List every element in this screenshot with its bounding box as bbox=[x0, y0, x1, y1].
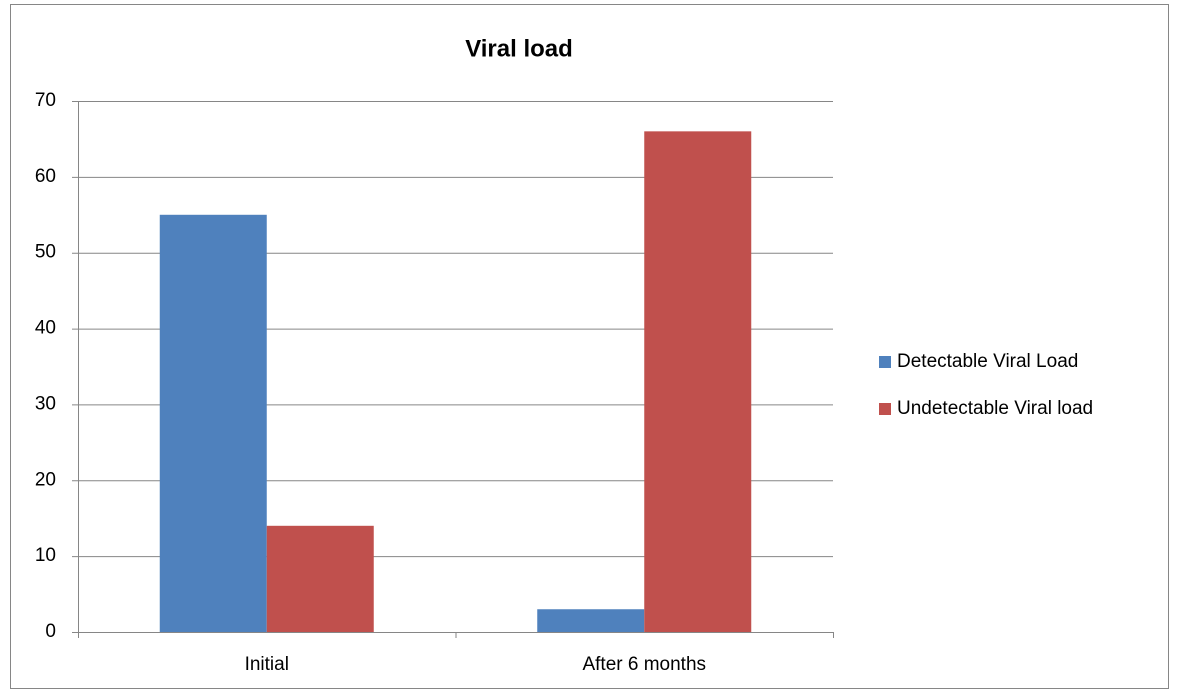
legend-swatch bbox=[879, 356, 891, 368]
y-tick-label: 30 bbox=[35, 393, 56, 414]
y-tick-label: 0 bbox=[45, 621, 56, 642]
bar bbox=[159, 214, 267, 633]
legend-label: Undetectable Viral load bbox=[897, 398, 1093, 419]
legend-label: Detectable Viral Load bbox=[897, 351, 1078, 372]
y-tick-label: 50 bbox=[35, 242, 56, 263]
y-tick-label: 10 bbox=[35, 545, 56, 566]
x-tick-label: Initial bbox=[245, 654, 289, 675]
y-tick-label: 70 bbox=[35, 90, 56, 111]
y-tick-label: 60 bbox=[35, 166, 56, 187]
legend-swatch bbox=[879, 403, 891, 415]
chart-title: Viral load bbox=[465, 35, 573, 62]
bar bbox=[266, 525, 374, 632]
y-tick-label: 20 bbox=[35, 469, 56, 490]
bar bbox=[644, 131, 752, 633]
bar bbox=[537, 609, 645, 632]
y-tick-label: 40 bbox=[35, 318, 56, 339]
x-tick-label: After 6 months bbox=[582, 654, 706, 675]
